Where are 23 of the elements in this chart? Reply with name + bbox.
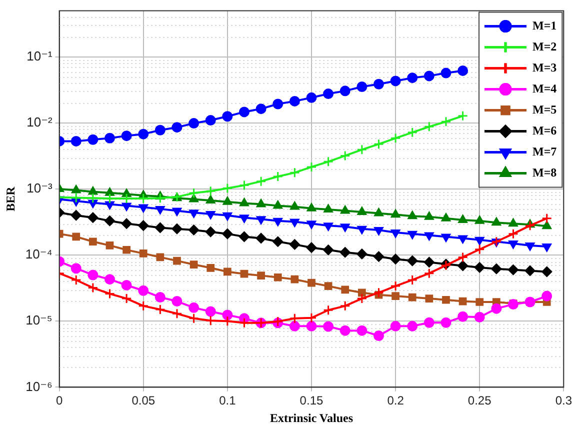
- legend-label: M=8: [532, 165, 557, 180]
- legend-label: M=2: [532, 39, 557, 54]
- x-tick-label: 0.15: [300, 394, 324, 408]
- y-tick-label: 10⁻²: [26, 114, 53, 130]
- y-tick-label: 10⁻³: [26, 180, 53, 196]
- legend-label: M=1: [532, 18, 557, 32]
- legend-label: M=7: [532, 144, 557, 158]
- legend-label: M=5: [532, 102, 557, 116]
- x-tick-label: 0: [56, 394, 63, 408]
- legend-label: M=4: [532, 81, 557, 96]
- y-axis-title: BER: [3, 186, 18, 212]
- y-tick-label: 10⁻⁶: [26, 378, 52, 394]
- legend-label: M=3: [532, 60, 557, 74]
- y-tick-label: 10⁻¹: [26, 48, 53, 64]
- y-tick-label: 10⁻⁴: [25, 246, 52, 262]
- x-tick-label: 0.25: [468, 394, 492, 408]
- x-tick-label: 0.3: [555, 394, 572, 408]
- y-tick-label: 10⁻⁵: [26, 312, 52, 328]
- x-tick-label: 0.1: [219, 394, 236, 408]
- x-tick-label: 0.2: [387, 394, 404, 408]
- legend-label: M=6: [532, 123, 557, 138]
- x-tick-label: 0.05: [132, 394, 156, 408]
- x-axis-title: Extrinsic Values: [270, 410, 354, 425]
